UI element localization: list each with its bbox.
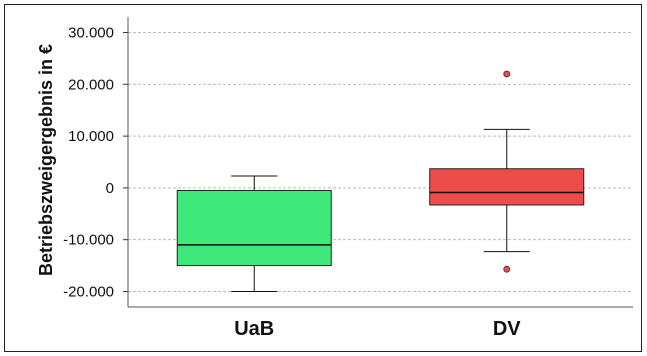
box-dv [429,70,585,273]
y-tick-label: 0 [106,180,114,197]
y-tick-label: -20.000 [63,283,114,300]
y-tick-labels: 30.000 20.000 10.000 0 -10.000 -20.000 [63,25,114,301]
y-axis-label: Betriebszweigergebnis in € [36,44,56,276]
iqr-box [176,189,332,267]
outlier-point [503,70,511,78]
x-tick-labels: UaB DV [234,318,521,340]
y-tick-label: 10.000 [68,128,114,145]
iqr-box [429,168,585,206]
x-tick-label: DV [493,318,521,340]
boxes [176,70,585,292]
y-tick-label: 20.000 [68,76,114,93]
y-tick-label: -10.000 [63,232,114,249]
axes [123,17,633,308]
outlier-point [503,265,511,273]
box-uab [176,175,332,292]
x-tick-label: UaB [234,318,274,340]
y-tick-label: 30.000 [68,25,114,42]
